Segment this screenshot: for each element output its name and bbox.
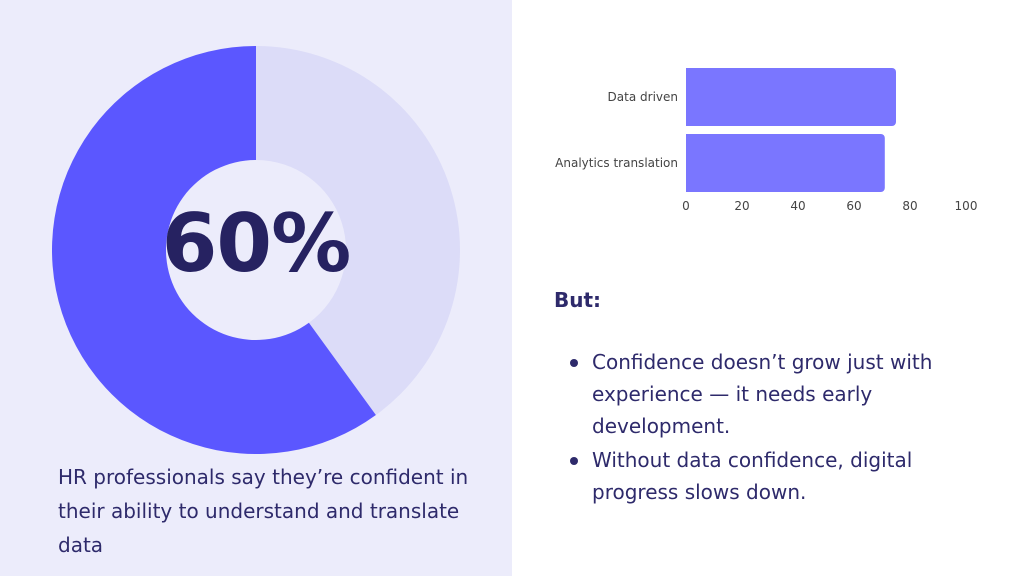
bullet-text: Without data confidence, digital progres… — [592, 448, 913, 504]
x-tick-label: 80 — [902, 199, 917, 213]
donut-center-label: 60% — [161, 196, 351, 290]
bullet-dot — [570, 457, 578, 465]
donut-chart: 60% — [52, 46, 460, 454]
bar-edge-0 — [686, 68, 692, 126]
x-tick-label: 60 — [846, 199, 861, 213]
bar-0 — [686, 68, 896, 126]
x-tick-label: 20 — [734, 199, 749, 213]
bar-chart: Data driven Analytics translation 0 20 40 60 8… — [540, 56, 1000, 226]
category-label: Data driven — [608, 90, 678, 104]
bar-1 — [686, 134, 885, 192]
donut-slice-secondary — [256, 46, 460, 416]
bar-chart-svg: Data driven Analytics translation 0 20 40 60 8… — [555, 68, 978, 213]
x-tick-label: 40 — [790, 199, 805, 213]
bullet-dot — [570, 359, 578, 367]
category-label: Analytics translation — [555, 156, 678, 170]
bullet-item: Without data confidence, digital progres… — [570, 444, 990, 508]
bullet-text: Confidence doesn’t grow just with experi… — [592, 350, 933, 438]
notes-bullet-list: Confidence doesn’t grow just with experi… — [570, 346, 990, 510]
left-panel: 60% HR professionals say they’re confide… — [0, 0, 512, 576]
donut-slice-primary — [52, 46, 376, 454]
donut-caption: HR professionals say they’re confident i… — [58, 465, 469, 557]
x-tick-label: 0 — [682, 199, 690, 213]
donut-center: 60% — [52, 46, 460, 454]
donut-svg — [52, 46, 460, 454]
bullet-item: Confidence doesn’t grow just with experi… — [570, 346, 990, 442]
x-tick-label: 100 — [955, 199, 978, 213]
notes-title: But: — [554, 288, 602, 312]
bar-edge-1 — [686, 134, 692, 192]
